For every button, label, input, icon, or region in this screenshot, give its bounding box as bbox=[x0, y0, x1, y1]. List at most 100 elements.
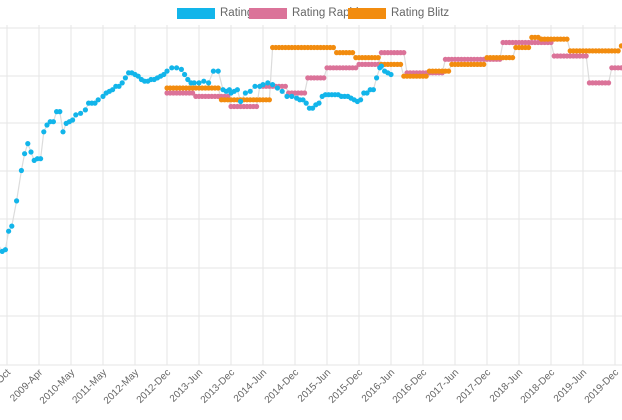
data-point-rating bbox=[247, 88, 253, 94]
data-point-rating bbox=[22, 151, 28, 157]
data-point-rating bbox=[169, 65, 175, 71]
data-point-rating bbox=[289, 93, 295, 99]
data-point-rating bbox=[38, 156, 44, 162]
legend-label-rating-blitz: Rating Blitz bbox=[391, 7, 450, 19]
data-point-rating-blitz bbox=[375, 55, 381, 61]
data-point-rating bbox=[182, 71, 188, 78]
data-point-rating-rapid bbox=[321, 75, 327, 81]
legend-swatch-rating-rapid bbox=[249, 7, 287, 19]
data-point-rating-rapid bbox=[401, 50, 407, 56]
data-point-rating bbox=[270, 82, 276, 88]
data-point-rating bbox=[92, 100, 98, 106]
data-point-rating bbox=[57, 109, 63, 115]
data-point-rating bbox=[44, 122, 50, 128]
data-point-rating bbox=[60, 129, 66, 135]
data-point-rating-rapid bbox=[606, 80, 612, 86]
data-point-rating bbox=[122, 75, 128, 81]
data-point-rating bbox=[310, 105, 316, 111]
x-tick-label: 2014-Dec bbox=[263, 367, 301, 405]
data-point-rating bbox=[215, 68, 221, 74]
data-point-rating bbox=[300, 97, 306, 103]
data-point-rating bbox=[70, 117, 76, 123]
legend-item-rating-rapid[interactable]: Rating Rapid bbox=[249, 5, 358, 21]
data-point-rating bbox=[234, 87, 240, 93]
data-point-rating-blitz bbox=[481, 61, 487, 67]
data-point-rating-blitz bbox=[398, 61, 404, 67]
data-point-rating bbox=[82, 107, 88, 113]
x-tick-label: 2013-Dec bbox=[199, 367, 237, 405]
data-point-rating bbox=[210, 68, 216, 74]
data-point-rating bbox=[78, 110, 84, 116]
data-point-rating-rapid bbox=[282, 83, 288, 89]
data-point-rating bbox=[303, 100, 309, 106]
data-point-rating-blitz bbox=[509, 55, 516, 61]
legend-label-rating: Rating bbox=[220, 7, 254, 19]
data-point-rating bbox=[388, 71, 394, 78]
data-point-rating bbox=[265, 80, 271, 86]
data-point-rating-rapid bbox=[583, 53, 589, 59]
data-point-rating bbox=[73, 112, 79, 118]
data-point-rating bbox=[196, 80, 202, 86]
data-point-rating bbox=[260, 82, 266, 88]
data-point-rating bbox=[9, 223, 15, 229]
data-point-rating-rapid bbox=[618, 65, 622, 71]
x-tick-label: 2015-Dec bbox=[327, 367, 365, 405]
data-point-rating bbox=[178, 66, 184, 72]
data-point-rating bbox=[6, 228, 12, 234]
data-point-rating-blitz bbox=[446, 68, 452, 74]
data-point-rating bbox=[164, 68, 170, 74]
x-tick-label: 2017-Dec bbox=[455, 367, 493, 405]
legend-label-rating-rapid: Rating Rapid bbox=[292, 7, 359, 19]
data-point-rating bbox=[378, 63, 384, 69]
data-point-rating bbox=[206, 80, 212, 86]
data-point-rating bbox=[284, 93, 290, 99]
data-point-rating bbox=[191, 80, 197, 86]
data-point-rating bbox=[161, 71, 167, 78]
legend-item-rating-blitz[interactable]: Rating Blitz bbox=[348, 5, 449, 21]
x-tick-labels: 2007-Oct2009-Apr2010-May2011-May2012-May… bbox=[0, 367, 621, 407]
data-point-rating bbox=[174, 65, 180, 71]
data-point-rating bbox=[2, 247, 8, 253]
data-point-rating bbox=[316, 100, 322, 106]
data-point-rating bbox=[50, 119, 57, 125]
data-point-rating bbox=[238, 98, 244, 105]
data-point-rating bbox=[364, 90, 370, 96]
data-point-rating bbox=[279, 88, 285, 94]
data-point-rating-blitz bbox=[526, 44, 532, 51]
data-point-rating-blitz bbox=[330, 44, 336, 51]
data-point-rating bbox=[252, 83, 258, 89]
series-points-rating-rapid bbox=[164, 39, 622, 110]
data-point-rating bbox=[201, 78, 207, 84]
x-tick-label: 2019-Dec bbox=[583, 367, 621, 405]
data-point-rating bbox=[41, 129, 47, 135]
data-point-rating bbox=[370, 87, 376, 93]
data-point-rating-blitz bbox=[423, 73, 429, 79]
x-tick-label: 2018-Dec bbox=[519, 367, 557, 405]
legend-swatch-rating bbox=[177, 7, 215, 19]
data-point-rating bbox=[358, 97, 364, 103]
data-point-rating bbox=[18, 167, 24, 174]
data-point-rating bbox=[374, 75, 380, 81]
legend-swatch-rating-blitz bbox=[348, 7, 386, 19]
data-point-rating bbox=[25, 141, 31, 147]
legend-item-rating[interactable]: Rating bbox=[177, 5, 253, 21]
gridlines bbox=[0, 25, 622, 366]
data-point-rating-blitz bbox=[350, 50, 356, 56]
data-point-rating bbox=[116, 83, 122, 89]
series-points-rating bbox=[0, 63, 394, 254]
data-point-rating-blitz bbox=[564, 36, 570, 42]
data-point-rating bbox=[242, 90, 248, 96]
legend: Rating Rating Rapid Rating Blitz bbox=[0, 5, 622, 21]
data-point-rating bbox=[100, 93, 106, 99]
data-point-rating-blitz bbox=[618, 43, 622, 49]
data-point-rating-rapid bbox=[190, 90, 196, 96]
data-point-rating-rapid bbox=[353, 65, 359, 71]
data-point-rating bbox=[110, 87, 116, 93]
data-point-rating bbox=[95, 97, 101, 103]
data-point-rating-rapid bbox=[302, 90, 308, 96]
data-point-rating bbox=[14, 198, 20, 204]
data-point-rating-blitz bbox=[215, 85, 221, 91]
x-tick-label: 2012-May bbox=[102, 367, 141, 406]
